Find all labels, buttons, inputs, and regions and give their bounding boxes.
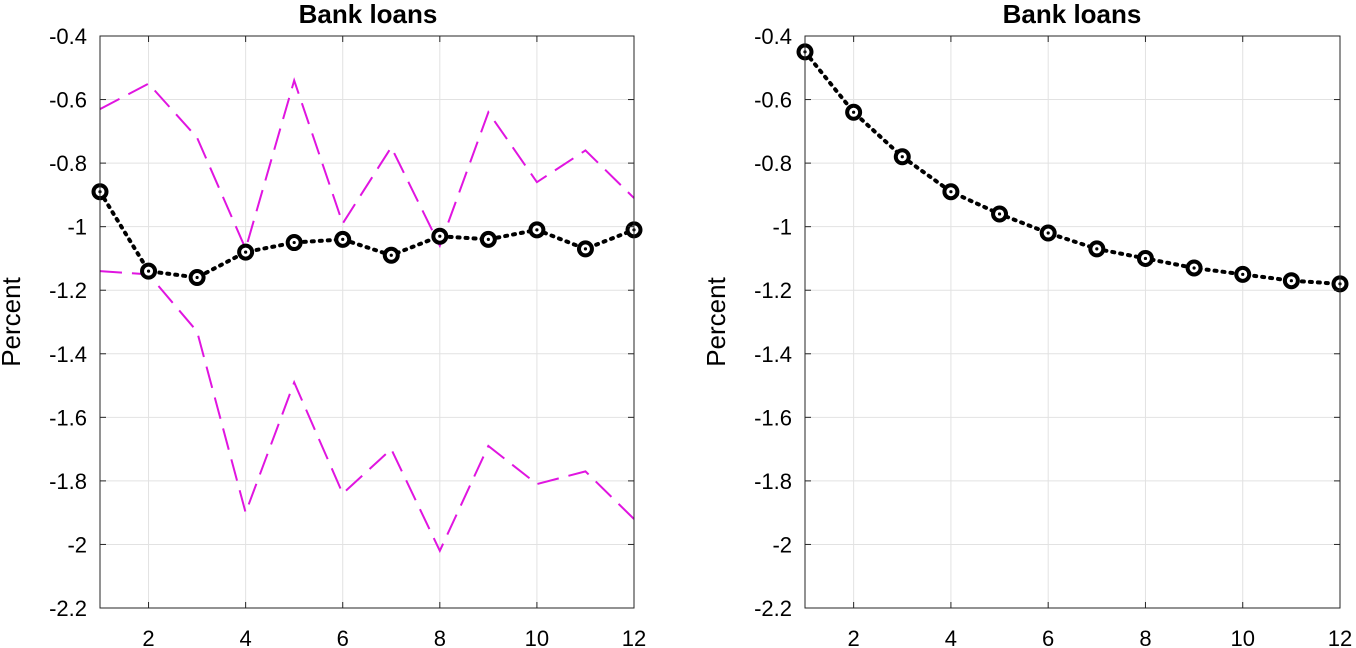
right-chart-y-tick-label: -0.6	[754, 88, 792, 113]
right-chart-x-tick-label: 2	[848, 626, 860, 648]
right-chart-panel: Bank loans Percent -2.2 -2 -1.8 -1.6 -1.4 -1.…	[701, 0, 1352, 648]
left-chart-data-point-center	[438, 234, 442, 238]
left-chart-band-line-2	[99, 270, 635, 554]
right-chart-y-axis-label: Percent	[701, 276, 731, 366]
right-chart-data-point	[1185, 259, 1203, 277]
left-chart-data-point	[237, 243, 255, 261]
right-chart-data-point	[991, 205, 1009, 223]
left-chart-data-point-center	[389, 253, 393, 257]
right-chart-x-tick-label: 12	[1328, 626, 1352, 648]
right-chart-data-point	[1136, 249, 1154, 267]
left-chart-y-axis-label: Percent	[0, 276, 26, 366]
right-chart-title: Bank loans	[1003, 0, 1142, 29]
right-chart-data-point-center	[1095, 247, 1099, 251]
left-chart-y-tick-label: -0.8	[49, 151, 87, 176]
right-chart-y-tick-label: -1.4	[754, 342, 792, 367]
right-chart-data-point	[893, 148, 911, 166]
right-chart-data-point-center	[949, 190, 953, 194]
left-chart-y-tick-label: -1.8	[49, 469, 87, 494]
left-chart-data-point-center	[341, 237, 345, 241]
left-chart-x-tick-label: 4	[240, 626, 252, 648]
left-chart-title: Bank loans	[299, 0, 438, 29]
right-chart-data-point	[1039, 224, 1057, 242]
right-chart-data-point-center	[1143, 256, 1148, 261]
right-chart-data-point-center	[1241, 272, 1245, 276]
right-chart-plot-area	[796, 43, 1349, 293]
right-chart-data-point-center	[900, 155, 904, 159]
right-chart-axes-box	[804, 35, 1341, 609]
right-chart-data-point-center	[997, 212, 1002, 216]
left-chart-estimate-line	[98, 189, 636, 280]
right-chart-data-point	[1088, 240, 1106, 258]
right-chart-y-tick-label: -0.4	[754, 24, 792, 49]
left-chart-axes-box	[99, 35, 635, 609]
left-chart-data-point	[576, 240, 594, 258]
right-chart-data-point	[1282, 272, 1300, 290]
right-chart-y-tick-label: -0.8	[754, 151, 792, 176]
right-chart-y-tick-label: -1.2	[754, 278, 792, 303]
right-chart-grid	[805, 35, 1341, 609]
left-chart-y-tick-label: -1.6	[49, 405, 87, 430]
left-chart-x-tick-label: 6	[337, 626, 349, 648]
left-chart-x-tick-label: 12	[622, 626, 646, 648]
left-chart-y-tick-label: -1.2	[49, 278, 87, 303]
left-chart-y-tick-label: -2.2	[49, 596, 87, 621]
left-chart-x-tick-label: 2	[142, 626, 154, 648]
right-chart-data-point-center	[1289, 279, 1293, 283]
left-chart-y-tick-label: -1	[67, 215, 87, 240]
right-chart-x-tick-label: 6	[1042, 626, 1054, 648]
left-chart-data-point	[528, 221, 546, 239]
right-chart-data-point-center	[852, 110, 856, 114]
left-chart-x-tick-label: 10	[525, 626, 549, 648]
left-chart-data-point-center	[244, 250, 248, 254]
left-chart-data-point	[382, 246, 400, 264]
right-chart-x-tick-label: 4	[945, 626, 957, 648]
left-chart-data-point	[188, 269, 206, 287]
right-chart-y-tick-label: -2	[772, 532, 792, 557]
left-chart-data-point	[431, 227, 449, 245]
left-chart-data-point-center	[292, 240, 296, 245]
left-chart-data-point	[334, 230, 352, 248]
right-chart-x-tick-label: 8	[1139, 626, 1151, 648]
left-chart-plot-area	[91, 77, 643, 554]
right-chart-y-tick-label: -1.6	[754, 405, 792, 430]
left-chart-panel: Bank loans Percent -2.2 -2 -1.8 -1.6 -1.4 -1.…	[0, 0, 646, 648]
left-chart-y-tick-label: -0.6	[49, 88, 87, 113]
left-chart-y-tick-label: -0.4	[49, 24, 87, 49]
left-chart-x-tick-label: 8	[434, 626, 446, 648]
left-chart-band-line-1	[99, 77, 635, 252]
right-chart-data-point	[942, 183, 960, 201]
right-chart-data-point	[1234, 265, 1252, 283]
left-chart-data-point	[140, 262, 158, 280]
right-chart-x-tick-label: 10	[1230, 626, 1254, 648]
right-chart-data-point-center	[1192, 266, 1196, 270]
left-chart-data-point	[479, 230, 497, 248]
left-chart-data-point-center	[195, 275, 199, 280]
left-chart-data-point	[285, 234, 303, 252]
left-chart-y-tick-label: -1.4	[49, 342, 87, 367]
right-chart-y-tick-label: -2.2	[754, 596, 792, 621]
right-chart-estimate-line	[803, 49, 1342, 286]
left-chart-y-tick-label: -2	[67, 532, 87, 557]
right-chart-y-tick-label: -1.8	[754, 469, 792, 494]
left-chart-data-point-center	[486, 237, 490, 241]
right-chart-data-point	[845, 103, 863, 121]
left-chart-data-point-center	[583, 247, 588, 251]
left-chart-grid	[100, 35, 635, 609]
left-chart-data-point-center	[535, 228, 539, 232]
right-chart-y-tick-label: -1	[772, 215, 792, 240]
left-chart-data-point-center	[146, 269, 151, 273]
right-chart-data-point-center	[1046, 231, 1050, 235]
